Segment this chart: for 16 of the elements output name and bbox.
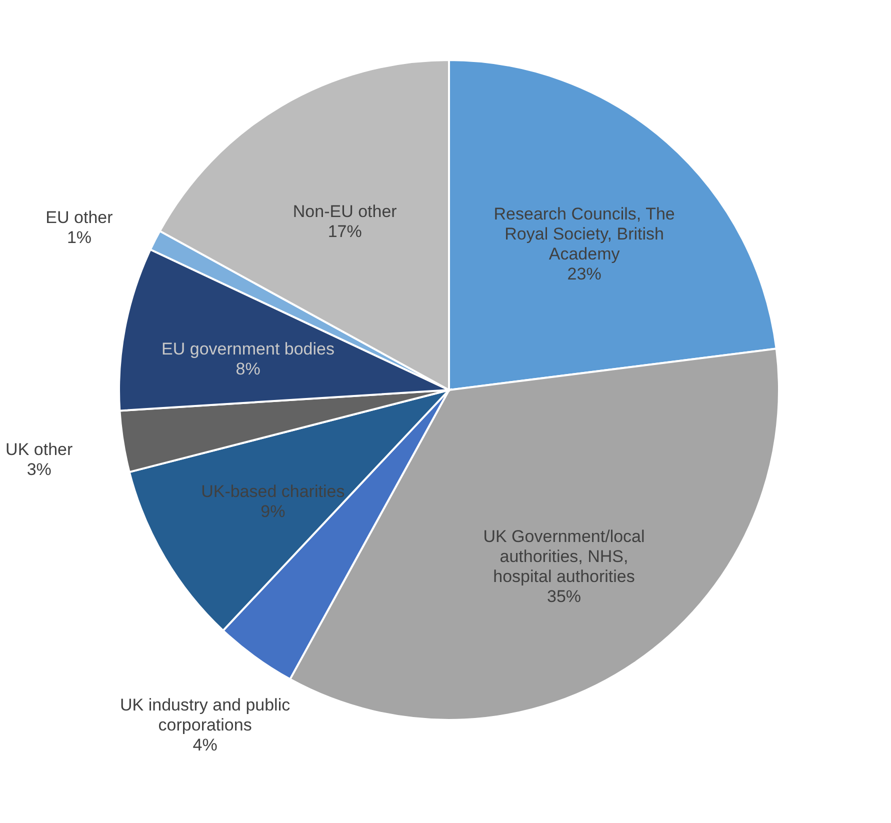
slice-label: EU other <box>46 208 114 227</box>
data-label: 35% <box>546 587 582 606</box>
slice-label: EU government bodies <box>162 340 334 359</box>
slice-label: Research Councils, The Royal Society, British Academy <box>494 204 675 264</box>
slice-label: UK Government/local authorities, NHS, hospital authorities <box>483 527 645 586</box>
data-label: 4% <box>192 736 218 755</box>
data-label: 8% <box>236 360 260 379</box>
slice-label: UK industry and public corporations <box>120 696 291 735</box>
slice-label: Non-EU other <box>292 202 398 221</box>
slice-label: UK-based charities <box>201 482 345 502</box>
data-label: 9% <box>260 502 286 522</box>
data-label: 17% <box>328 222 362 241</box>
data-label: 3% <box>26 460 52 479</box>
data-label: 23% <box>567 264 602 284</box>
data-label: 1% <box>66 228 92 247</box>
slice-label: UK other <box>6 440 73 459</box>
